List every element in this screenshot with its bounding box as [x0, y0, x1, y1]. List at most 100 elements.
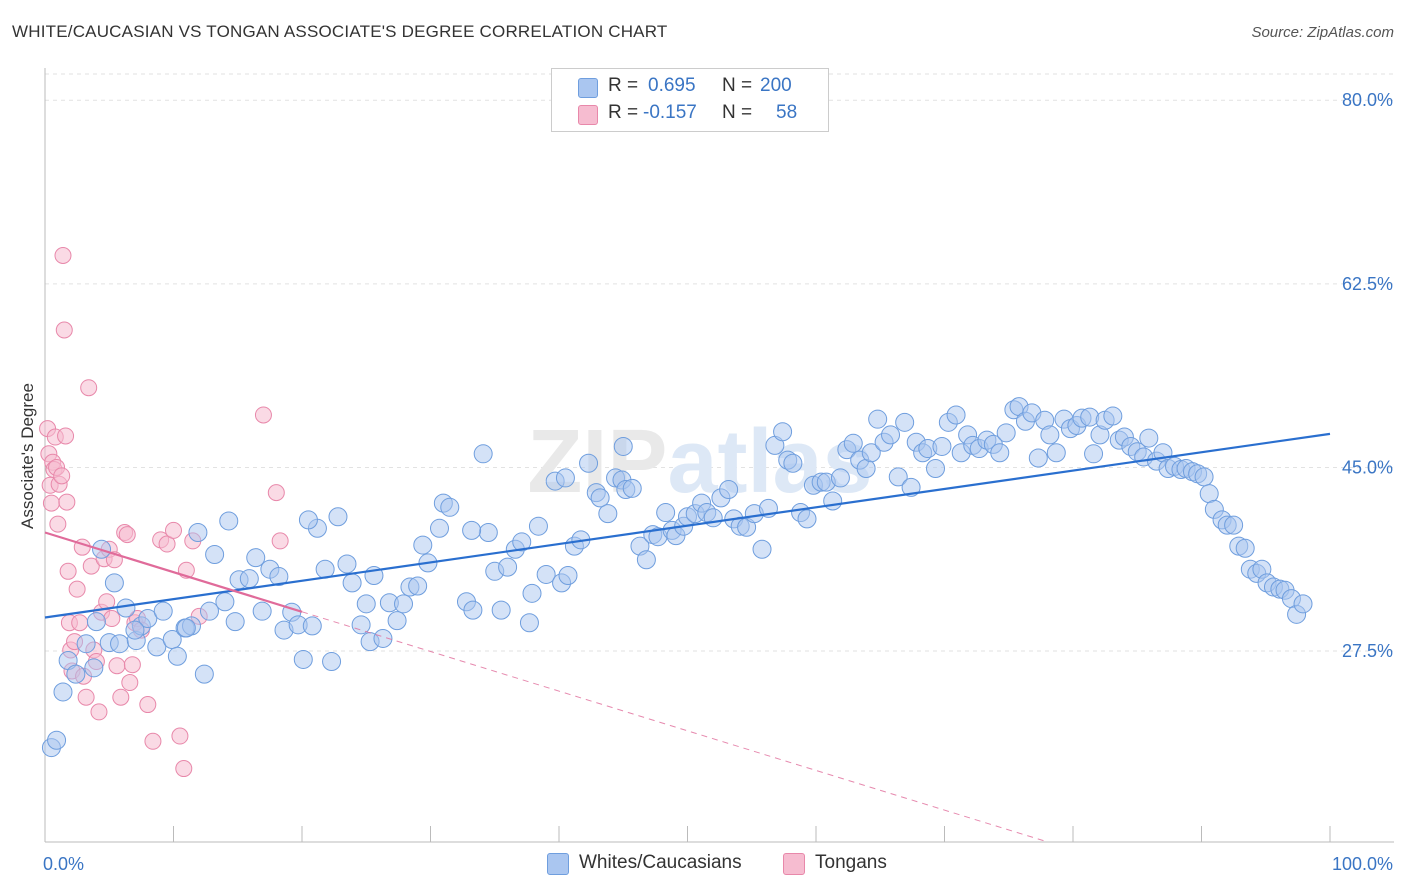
white-point: [337, 554, 357, 574]
white-point: [1028, 448, 1048, 468]
legend-n-label: N =: [722, 75, 753, 96]
white-point: [1139, 428, 1159, 448]
white-point: [579, 453, 599, 473]
white-point: [613, 436, 633, 456]
legend-label-tongans: Tongans: [815, 852, 887, 873]
white-point: [429, 518, 449, 538]
white-point: [719, 479, 739, 499]
correlation-legend: R = 0.695 N = 200 R = -0.157 N = 58: [551, 68, 829, 132]
legend-r-value: -0.157: [643, 102, 697, 123]
white-point: [946, 405, 966, 425]
legend-r-value: 0.695: [648, 75, 696, 96]
legend-r-label: R =: [608, 75, 639, 96]
tongan-point: [71, 614, 89, 632]
x-tick-label: 100.0%: [1332, 854, 1393, 874]
legend-n-value: 58: [776, 102, 798, 123]
white-point: [519, 613, 539, 633]
tongan-point: [271, 532, 289, 550]
tongans-points: [39, 247, 289, 778]
white-point: [830, 468, 850, 488]
white-point: [895, 412, 915, 432]
tongan-point: [57, 427, 75, 445]
white-point: [413, 535, 433, 555]
white-point: [408, 576, 428, 596]
tongan-point: [68, 580, 86, 598]
white-point: [856, 458, 876, 478]
tongan-point: [58, 493, 76, 511]
y-axis-title: Associate's Degree: [18, 383, 37, 529]
white-point: [47, 730, 67, 750]
tongan-point: [59, 562, 77, 580]
white-point: [110, 634, 130, 654]
white-point: [528, 516, 548, 536]
white-point: [773, 422, 793, 442]
tongan-point: [139, 696, 157, 714]
white-point: [463, 600, 483, 620]
white-point: [342, 573, 362, 593]
white-point: [522, 583, 542, 603]
white-point: [188, 522, 208, 542]
white-point: [1046, 443, 1066, 463]
white-point: [302, 616, 322, 636]
white-point: [215, 592, 235, 612]
white-point: [53, 682, 73, 702]
white-point: [703, 508, 723, 528]
white-point: [147, 637, 167, 657]
white-point: [843, 433, 863, 453]
tongan-point: [267, 484, 285, 502]
tongan-point: [103, 610, 121, 628]
white-point: [932, 436, 952, 456]
x-tick-label: 0.0%: [43, 854, 84, 874]
tongan-point: [82, 557, 100, 575]
tongan-point: [108, 657, 126, 675]
tongan-point: [121, 674, 139, 692]
white-point: [797, 509, 817, 529]
white-point: [86, 612, 106, 632]
white-point: [1194, 467, 1214, 487]
white-point: [555, 468, 575, 488]
y-tick-label: 62.5%: [1342, 274, 1393, 294]
white-point: [536, 564, 556, 584]
white-point: [1224, 515, 1244, 535]
white-point: [125, 620, 145, 640]
white-point: [138, 609, 158, 629]
tongan-point: [165, 521, 182, 539]
legend-n-label: N =: [722, 102, 753, 123]
white-point: [205, 545, 225, 565]
white-point: [351, 615, 371, 635]
white-point: [394, 594, 414, 614]
tongan-point: [118, 526, 136, 544]
whites-trend-line: [44, 432, 1331, 619]
tongan-point: [158, 535, 176, 553]
white-point: [1235, 538, 1255, 558]
legend-swatch-tongans: [578, 105, 598, 125]
y-tick-label: 80.0%: [1342, 90, 1393, 110]
white-point: [176, 618, 196, 638]
white-point: [752, 539, 772, 559]
white-point: [322, 652, 342, 672]
tongan-point: [171, 727, 189, 745]
tongan-point: [53, 467, 71, 485]
white-point: [990, 443, 1010, 463]
white-point: [636, 550, 656, 570]
white-point: [199, 601, 219, 621]
white-point: [558, 566, 578, 586]
white-point: [356, 594, 376, 614]
white-point: [387, 611, 407, 631]
white-point: [66, 664, 86, 684]
legend-swatch-whites: [578, 78, 598, 98]
white-point: [167, 646, 187, 666]
white-point: [512, 532, 532, 552]
legend-n-value: 200: [760, 75, 792, 96]
tongan-point: [112, 688, 130, 706]
white-point: [498, 557, 518, 577]
source-label: Source: ZipAtlas.com: [1251, 24, 1394, 41]
axis-labels: 27.5% 45.0% 62.5% 80.0% 0.0% 100.0% Associate'…: [18, 90, 1393, 874]
white-point: [239, 569, 259, 589]
white-point: [116, 598, 136, 618]
white-point: [252, 601, 272, 621]
white-point: [194, 664, 214, 684]
tongan-point: [55, 321, 73, 339]
tongans-trend-line: [44, 531, 303, 613]
